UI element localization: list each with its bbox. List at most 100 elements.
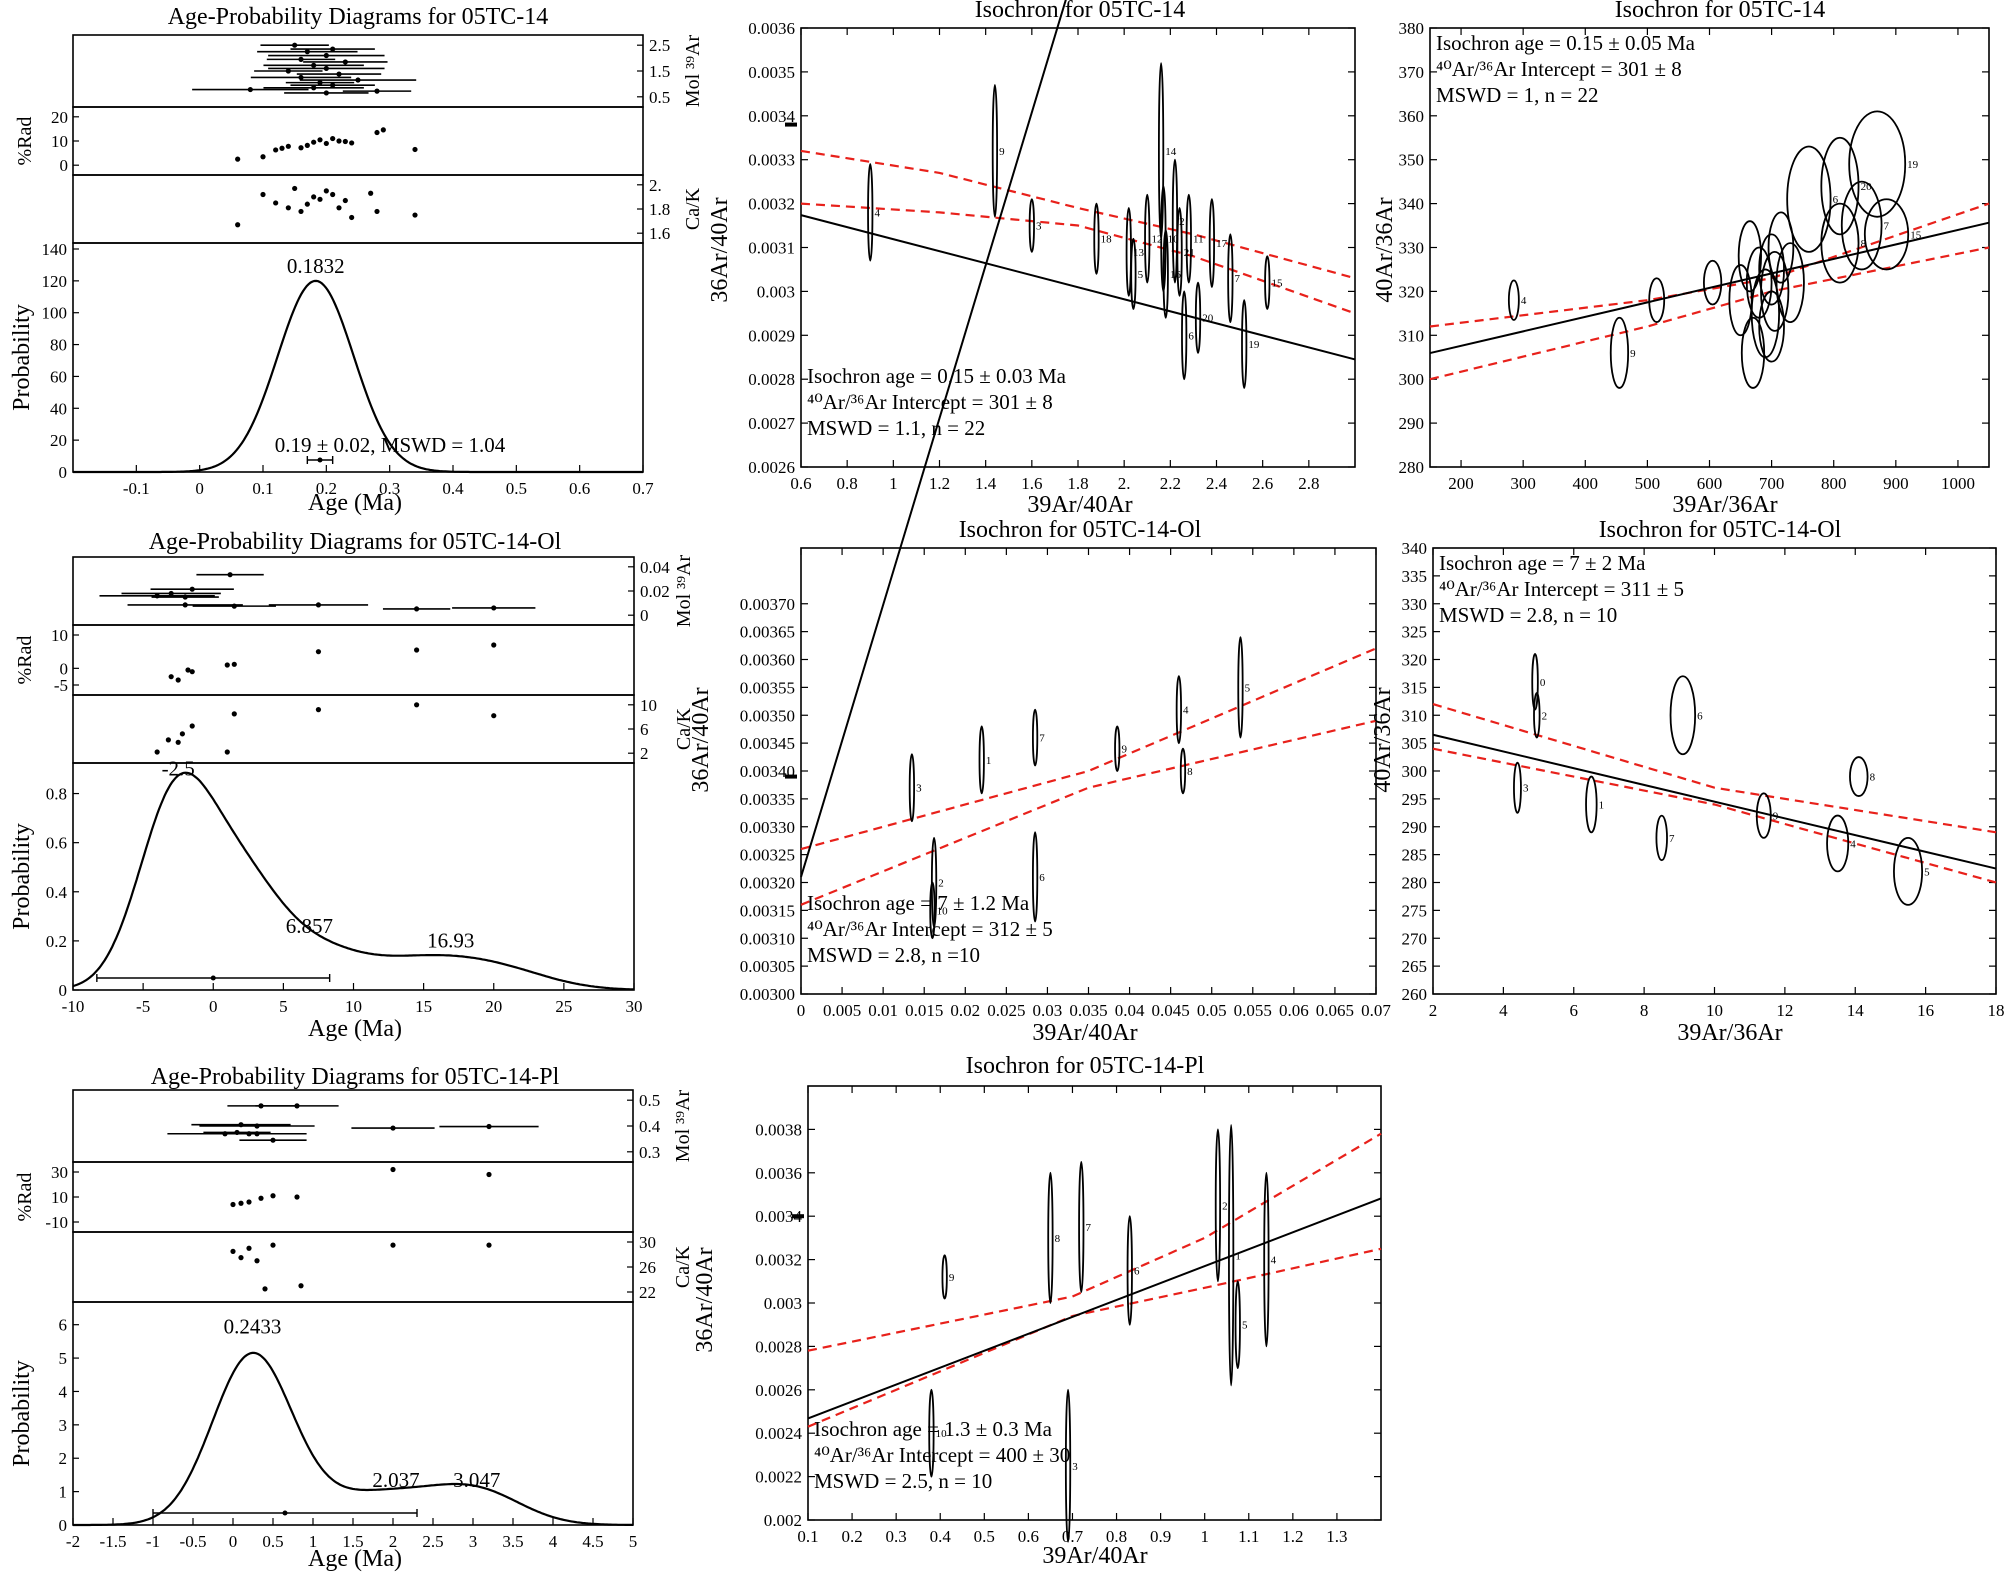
iso5-ytick-label-6: 0.0032 — [755, 1251, 802, 1270]
iso1-error-ellipse-4 — [1125, 207, 1132, 297]
iso4-error-ellipse-5 — [1669, 675, 1697, 756]
iso2-error-ellipse-17 — [1848, 110, 1907, 218]
ap2-xtick-label-3: 5 — [279, 997, 288, 1016]
iso1-annotation-line-1: ⁴⁰Ar/³⁶Ar Intercept = 301 ± 8 — [807, 390, 1053, 414]
ap1-mol-point-14 — [311, 85, 317, 91]
iso3-ytick-label-5: 0.00325 — [740, 846, 795, 865]
ap3-peak-label-1: 2.037 — [372, 1468, 419, 1492]
iso1-xtick-label-11: 2.8 — [1298, 474, 1319, 493]
ap1-mol-tick-label-2: 0.5 — [649, 88, 670, 107]
ap1-xtick-label-7: 0.6 — [569, 479, 590, 498]
ap3-prob-ytick-label-1: 1 — [59, 1483, 68, 1502]
ap3-cak-tick-label-1: 26 — [639, 1258, 656, 1277]
iso1-error-ellipse-14 — [1194, 281, 1202, 354]
ap1-rad-tick-label-1: 10 — [51, 132, 68, 151]
iso1-xtick-label-7: 2. — [1118, 474, 1131, 493]
ap1-cak-point-14 — [368, 190, 374, 196]
ap2-cak-point-4 — [224, 749, 230, 755]
ap1-mol-point-11 — [355, 77, 361, 83]
iso2-ytick-label-8: 360 — [1399, 107, 1425, 126]
ap1-prob-ytick-label-5: 100 — [42, 304, 68, 323]
ap2-mol-point-1 — [189, 586, 195, 592]
iso4-xtick-label-2: 6 — [1570, 1001, 1579, 1020]
iso4-ytick-label-0: 260 — [1402, 985, 1428, 1004]
ap1-cak-point-4 — [292, 185, 298, 192]
iso3-ytick-label-12: 0.00360 — [740, 651, 795, 670]
ap1-mol-point-10 — [298, 74, 304, 81]
ap3-xtick-label-4: 0 — [229, 1532, 238, 1551]
ap1-cak-point-0 — [235, 222, 241, 228]
iso3-envelope-lower — [800, 719, 1377, 906]
ap3-rad-tick-label-2: -10 — [45, 1213, 68, 1232]
iso4-xtick-label-8: 18 — [1988, 1001, 2005, 1020]
iso4-ytick-label-2: 270 — [1402, 929, 1428, 948]
iso3-ellipse-label-2: 2 — [938, 878, 944, 890]
ap1-rad-point-16 — [412, 146, 418, 153]
iso4-ytick-label-15: 335 — [1402, 567, 1428, 586]
ap1-rad-point-2 — [273, 147, 279, 153]
ap3-cak-point-6 — [298, 1283, 304, 1289]
iso4-ellipse-label-6: 9 — [1773, 811, 1779, 823]
iso2-error-ellipse-9 — [1760, 250, 1790, 332]
iso1-error-ellipse-13 — [1185, 193, 1192, 284]
ap2-xtick-label-2: 0 — [209, 997, 218, 1016]
ap3-rad-point-4 — [270, 1193, 276, 1199]
iso2-ytick-label-3: 310 — [1399, 326, 1425, 345]
iso4-ytick-label-14: 330 — [1402, 595, 1428, 614]
ap1-rad-point-14 — [374, 129, 380, 136]
ap2-xtick-label-8: 30 — [626, 997, 643, 1016]
iso3-ytick-label-13: 0.00365 — [740, 623, 795, 642]
ap2-prob-ytick-label-3: 0.6 — [46, 834, 67, 853]
ap1-mol-point-6 — [311, 62, 317, 68]
iso5-envelope-upper — [807, 1132, 1382, 1352]
iso4-ytick-label-6: 290 — [1402, 818, 1428, 837]
iso4-ytick-label-16: 340 — [1402, 539, 1428, 558]
ap1-title: Age-Probability Diagrams for 05TC-14 — [168, 4, 549, 30]
ap2-prob-ytick-label-2: 0.4 — [46, 883, 68, 902]
iso4-envelope-lower — [1432, 747, 1997, 884]
iso1-ellipse-label-4: 13 — [1133, 247, 1145, 259]
iso2-title: Isochron for 05TC-14 — [1615, 0, 1826, 23]
iso4-ellipse-label-5: 6 — [1697, 710, 1703, 722]
iso1-ytick-label-10: 0.0036 — [748, 19, 795, 38]
ap3-chart: Age-Probability Diagrams for 05TC-14-Pl 0… — [9, 1064, 694, 1572]
iso5-title: Isochron for 05TC-14-Pl — [966, 1053, 1205, 1079]
iso3-fit-line — [800, 0, 1067, 878]
ap2-mol-point-2 — [168, 590, 174, 597]
iso4-ellipse-label-7: 4 — [1850, 838, 1856, 850]
ap2-mol-point-7 — [182, 602, 188, 608]
ap3-xtick-label-5: 0.5 — [262, 1532, 283, 1551]
ap2-peak-label-2: 16.93 — [427, 929, 474, 953]
ap2-rad-tick-label-2: -5 — [54, 676, 68, 695]
ap3-mol-label: Mol ³⁹Ar — [672, 1089, 694, 1162]
iso3-ytick-label-4: 0.00320 — [740, 874, 795, 893]
iso3-ellipse-label-5: 6 — [1039, 872, 1045, 884]
iso3-ellipse-label-7: 4 — [1183, 705, 1189, 717]
ap1-xtick-label-3: 0.2 — [316, 479, 337, 498]
iso1-envelope-lower — [800, 202, 1356, 315]
iso2-ytick-label-6: 340 — [1399, 195, 1425, 214]
iso2-ytick-label-7: 350 — [1399, 151, 1425, 170]
ap3-xtick-label-8: 2 — [389, 1532, 398, 1551]
ap1-mol-point-3 — [323, 52, 329, 59]
iso2-ellipse-label-1: 9 — [1630, 348, 1636, 360]
iso2-xlabel: 39Ar/36Ar — [1672, 492, 1777, 518]
iso3-error-ellipse-4 — [1032, 708, 1039, 767]
iso2-error-ellipse-16 — [1820, 202, 1860, 284]
ap1-mol-point-2 — [304, 49, 310, 55]
ap3-cak-point-3 — [254, 1258, 260, 1264]
iso2-ylabel: 40Ar/36Ar — [1372, 197, 1398, 302]
ap1-rad-point-15 — [380, 127, 386, 133]
ap2-prob-ytick-label-0: 0 — [59, 981, 68, 1000]
iso1-ellipse-label-0: 4 — [874, 207, 880, 219]
ap1-mol-point-15 — [247, 86, 253, 93]
iso5-ytick-label-4: 0.0028 — [755, 1337, 802, 1356]
iso3-title: Isochron for 05TC-14-Ol — [959, 517, 1202, 543]
ap3-probability-curve — [73, 1351, 633, 1527]
iso1-error-ellipse-3 — [1093, 202, 1100, 275]
iso5-xlabel: 39Ar/40Ar — [1042, 1543, 1147, 1569]
iso2-xtick-label-7: 900 — [1883, 474, 1909, 493]
iso5-ellipse-label-5: 6 — [1134, 1265, 1140, 1277]
iso1-error-ellipse-9 — [1162, 229, 1169, 319]
